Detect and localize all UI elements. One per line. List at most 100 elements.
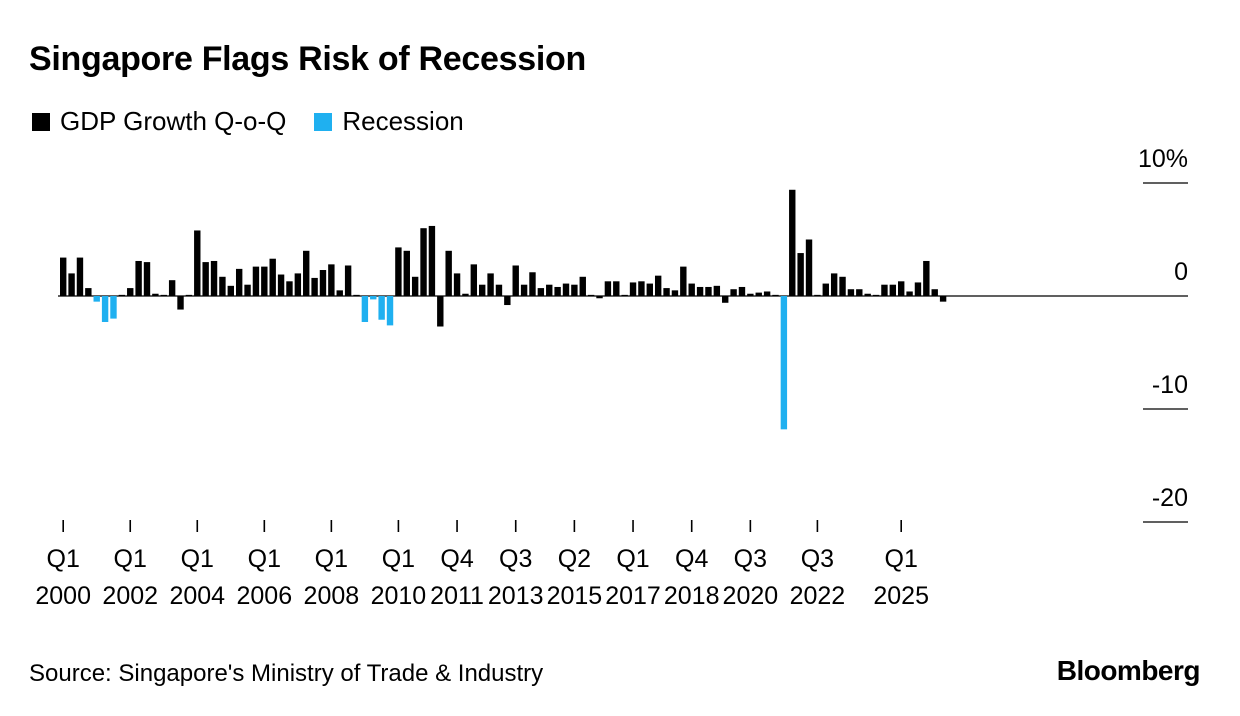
x-tick-label-year: 2004 <box>169 582 225 610</box>
gdp-bar <box>277 274 285 296</box>
gdp-bar <box>168 280 176 296</box>
gdp-bar <box>68 273 75 296</box>
gdp-bar <box>529 272 536 296</box>
x-tick-label-year: 2022 <box>790 582 846 610</box>
gdp-bar <box>219 276 226 296</box>
gdp-bar <box>638 281 645 296</box>
legend-label-recession: Recession <box>342 106 464 136</box>
y-tick-label: -10 <box>1152 371 1188 399</box>
gdp-bar <box>629 282 637 296</box>
gdp-bar <box>328 264 335 296</box>
recession-bar <box>93 296 100 302</box>
x-tick-label-quarter: Q1 <box>248 545 281 573</box>
recession-bar <box>361 296 369 322</box>
gdp-bar <box>562 283 570 296</box>
recession-bar <box>101 296 109 322</box>
gdp-bar <box>680 266 687 296</box>
gdp-bar <box>336 290 343 296</box>
x-tick-label-quarter: Q1 <box>382 545 415 573</box>
gdp-bar <box>227 285 234 296</box>
x-tick-label-year: 2020 <box>723 582 779 610</box>
legend: GDP Growth Q-o-Q Recession <box>32 106 492 137</box>
gdp-bar <box>76 257 84 296</box>
recession-bar <box>386 296 394 326</box>
gdp-bar <box>730 289 737 296</box>
gdp-bar <box>520 284 528 296</box>
gdp-bar <box>814 294 821 296</box>
gdp-bar <box>261 266 268 296</box>
gdp-bar <box>353 294 360 296</box>
gdp-bar <box>60 257 67 296</box>
gdp-bar <box>512 265 519 296</box>
bar-chart: 10% 0 -10 -20 Q1 2000 Q1 2002 Q1 2004 Q1 2006 Q1 200… <box>35 145 1188 610</box>
x-tick-label-quarter: Q3 <box>801 545 834 573</box>
gdp-bar <box>755 292 762 296</box>
x-tick-label-quarter: Q1 <box>47 545 80 573</box>
x-tick-label-quarter: Q1 <box>315 545 348 573</box>
gdp-bar <box>579 276 586 296</box>
chart-title: Singapore Flags Risk of Recession <box>29 40 586 78</box>
x-tick-label-quarter: Q4 <box>675 545 708 573</box>
gdp-bar <box>152 293 159 296</box>
gdp-bar <box>872 294 880 296</box>
brand-logo: Bloomberg <box>1056 655 1201 686</box>
gdp-bar <box>135 260 142 296</box>
gdp-bar <box>646 283 653 296</box>
recession-bar <box>370 296 377 300</box>
gdp-bar <box>202 262 209 296</box>
x-tick-label-year: 2011 <box>430 582 484 610</box>
gdp-bar <box>931 289 938 296</box>
gdp-bar <box>495 284 503 296</box>
gdp-bar <box>587 294 595 296</box>
gdp-bar <box>747 293 754 296</box>
gdp-bar <box>395 247 402 296</box>
x-tick-label-quarter: Q1 <box>181 545 214 573</box>
gdp-bar <box>805 239 813 296</box>
gdp-bar <box>830 273 838 296</box>
gdp-bar <box>194 230 201 296</box>
gdp-bar <box>939 296 947 302</box>
gdp-bar <box>311 277 318 296</box>
gdp-bar <box>696 286 704 296</box>
gdp-bar <box>294 273 302 296</box>
x-tick-label-quarter: Q1 <box>616 545 649 573</box>
gdp-bar <box>898 281 905 296</box>
gdp-bar <box>252 266 260 296</box>
gdp-bar <box>487 273 494 296</box>
x-tick-label-year: 2006 <box>237 582 293 610</box>
recession-bar <box>378 296 385 320</box>
gdp-bar <box>127 288 134 296</box>
gdp-bar <box>344 265 352 296</box>
gdp-bar <box>85 288 92 296</box>
gdp-bar <box>470 264 478 296</box>
gdp-bar <box>210 260 218 296</box>
legend-item-gdp-growth: GDP Growth Q-o-Q <box>32 106 286 137</box>
x-axis: Q1 2000 Q1 2002 Q1 2004 Q1 2006 Q1 2008 Q1 2010 Q4 20… <box>35 520 929 610</box>
gdp-bar <box>856 289 863 296</box>
y-tick-label: 0 <box>1174 258 1188 286</box>
gdp-bar <box>604 281 612 296</box>
gdp-bar <box>244 284 251 296</box>
gdp-bar <box>864 293 871 296</box>
gdp-bar <box>621 294 628 296</box>
gdp-bar <box>772 294 779 296</box>
x-tick-label-year: 2015 <box>547 582 603 610</box>
gdp-bar <box>235 268 243 296</box>
gdp-bar <box>889 284 897 296</box>
legend-item-recession: Recession <box>314 106 464 137</box>
gdp-bar <box>420 228 427 296</box>
gdp-bar <box>453 273 461 296</box>
gdp-bar <box>160 294 167 296</box>
x-tick-label-quarter: Q3 <box>734 545 767 573</box>
legend-label-gdp-growth: GDP Growth Q-o-Q <box>60 106 287 136</box>
gdp-bar <box>143 262 151 296</box>
x-tick-label-year: 2010 <box>371 582 427 610</box>
gdp-bar <box>411 276 419 296</box>
gdp-bar <box>403 250 410 296</box>
gdp-bar <box>789 189 796 296</box>
gdp-bar <box>906 291 913 296</box>
gdp-bar <box>881 284 888 296</box>
gdp-bar <box>185 294 193 296</box>
gdp-bar <box>177 296 184 310</box>
y-axis: 10% 0 -10 -20 <box>58 145 1188 523</box>
